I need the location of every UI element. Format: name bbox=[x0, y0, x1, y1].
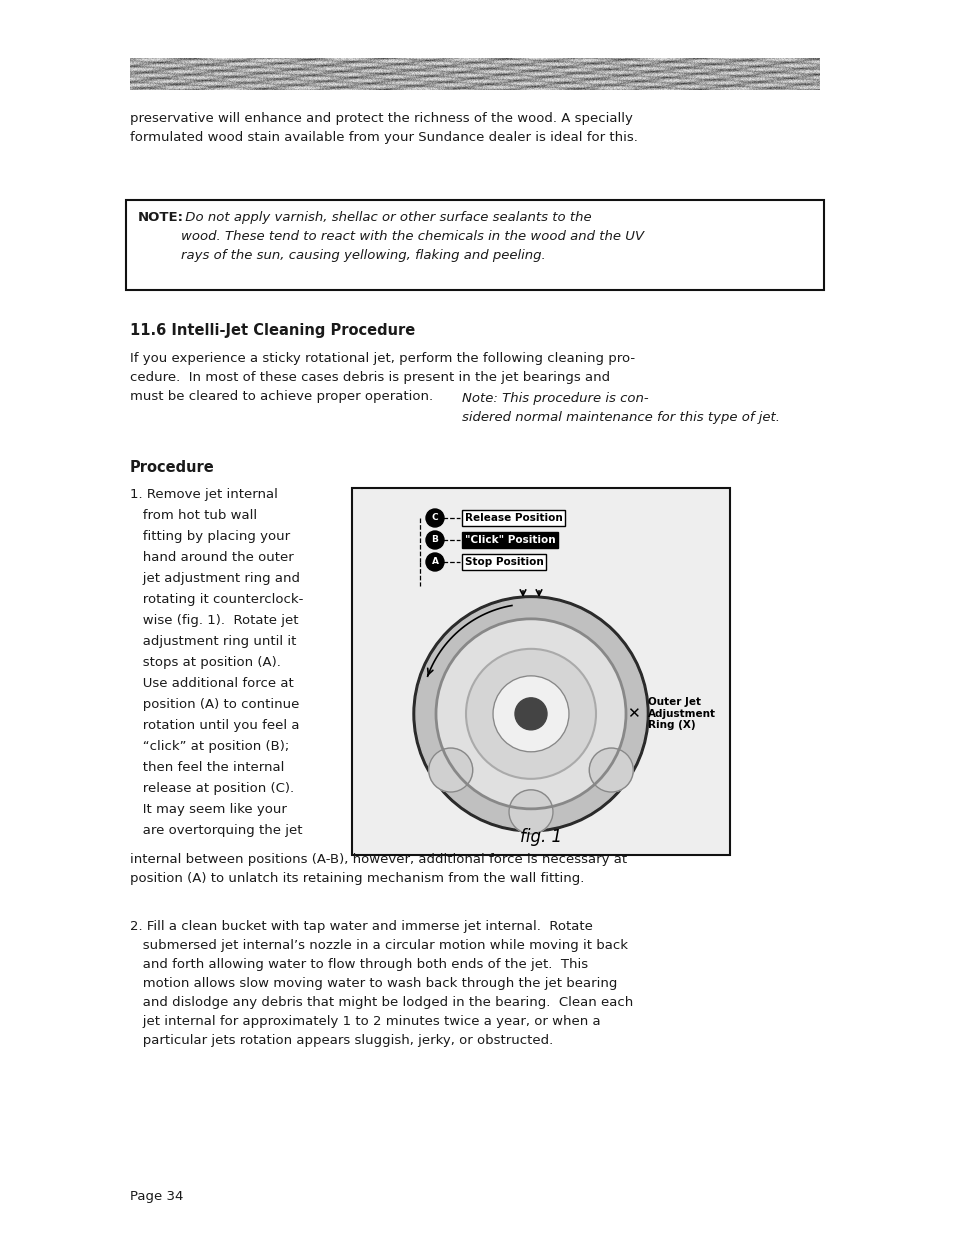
Text: It may seem like your: It may seem like your bbox=[130, 803, 287, 816]
Text: adjustment ring until it: adjustment ring until it bbox=[130, 635, 296, 648]
Text: B: B bbox=[431, 536, 438, 545]
Circle shape bbox=[589, 748, 633, 792]
Text: then feel the internal: then feel the internal bbox=[130, 761, 284, 774]
Bar bbox=[126, 200, 823, 290]
Text: wise (fig. 1).  Rotate jet: wise (fig. 1). Rotate jet bbox=[130, 614, 298, 627]
Text: internal between positions (A-B), however, additional force is necessary at
posi: internal between positions (A-B), howeve… bbox=[130, 853, 626, 885]
Text: position (A) to continue: position (A) to continue bbox=[130, 698, 299, 711]
Text: Release Position: Release Position bbox=[464, 513, 562, 522]
Text: hand around the outer: hand around the outer bbox=[130, 551, 294, 564]
Circle shape bbox=[426, 509, 443, 527]
Text: 11.6 Intelli-Jet Cleaning Procedure: 11.6 Intelli-Jet Cleaning Procedure bbox=[130, 324, 415, 338]
Text: Do not apply varnish, shellac or other surface sealants to the
wood. These tend : Do not apply varnish, shellac or other s… bbox=[181, 211, 643, 262]
Text: rotation until you feel a: rotation until you feel a bbox=[130, 719, 299, 732]
Text: rotating it counterclock-: rotating it counterclock- bbox=[130, 593, 303, 606]
Bar bbox=[352, 488, 729, 855]
Circle shape bbox=[509, 790, 553, 834]
Text: NOTE:: NOTE: bbox=[138, 211, 184, 224]
Text: Page 34: Page 34 bbox=[130, 1191, 183, 1203]
Text: from hot tub wall: from hot tub wall bbox=[130, 509, 257, 522]
Text: stops at position (A).: stops at position (A). bbox=[130, 656, 280, 669]
Text: “click” at position (B);: “click” at position (B); bbox=[130, 740, 289, 753]
Circle shape bbox=[467, 650, 595, 778]
Circle shape bbox=[515, 698, 546, 730]
Text: jet adjustment ring and: jet adjustment ring and bbox=[130, 572, 299, 585]
Text: fig. 1: fig. 1 bbox=[519, 827, 561, 846]
Circle shape bbox=[426, 531, 443, 550]
Text: Procedure: Procedure bbox=[130, 459, 214, 475]
Circle shape bbox=[493, 676, 568, 752]
Text: are overtorquing the jet: are overtorquing the jet bbox=[130, 824, 302, 837]
Text: preservative will enhance and protect the richness of the wood. A specially
form: preservative will enhance and protect th… bbox=[130, 112, 638, 144]
Text: C: C bbox=[432, 514, 437, 522]
Circle shape bbox=[428, 748, 473, 792]
Text: 1. Remove jet internal: 1. Remove jet internal bbox=[130, 488, 277, 501]
Text: Outer Jet
Adjustment
Ring (X): Outer Jet Adjustment Ring (X) bbox=[647, 698, 716, 730]
Text: ✕: ✕ bbox=[626, 706, 639, 721]
Text: Note: This procedure is con-
sidered normal maintenance for this type of jet.: Note: This procedure is con- sidered nor… bbox=[461, 391, 780, 424]
Text: 2. Fill a clean bucket with tap water and immerse jet internal.  Rotate
   subme: 2. Fill a clean bucket with tap water an… bbox=[130, 920, 633, 1047]
Text: "Click" Position: "Click" Position bbox=[464, 535, 555, 545]
Text: release at position (C).: release at position (C). bbox=[130, 782, 294, 795]
Text: A: A bbox=[431, 557, 438, 567]
Text: Use additional force at: Use additional force at bbox=[130, 677, 294, 690]
Circle shape bbox=[436, 620, 624, 808]
Text: If you experience a sticky rotational jet, perform the following cleaning pro-
c: If you experience a sticky rotational je… bbox=[130, 352, 635, 403]
Circle shape bbox=[426, 553, 443, 571]
Circle shape bbox=[416, 599, 645, 829]
Circle shape bbox=[413, 595, 648, 832]
Text: Stop Position: Stop Position bbox=[464, 557, 543, 567]
Text: fitting by placing your: fitting by placing your bbox=[130, 530, 290, 543]
